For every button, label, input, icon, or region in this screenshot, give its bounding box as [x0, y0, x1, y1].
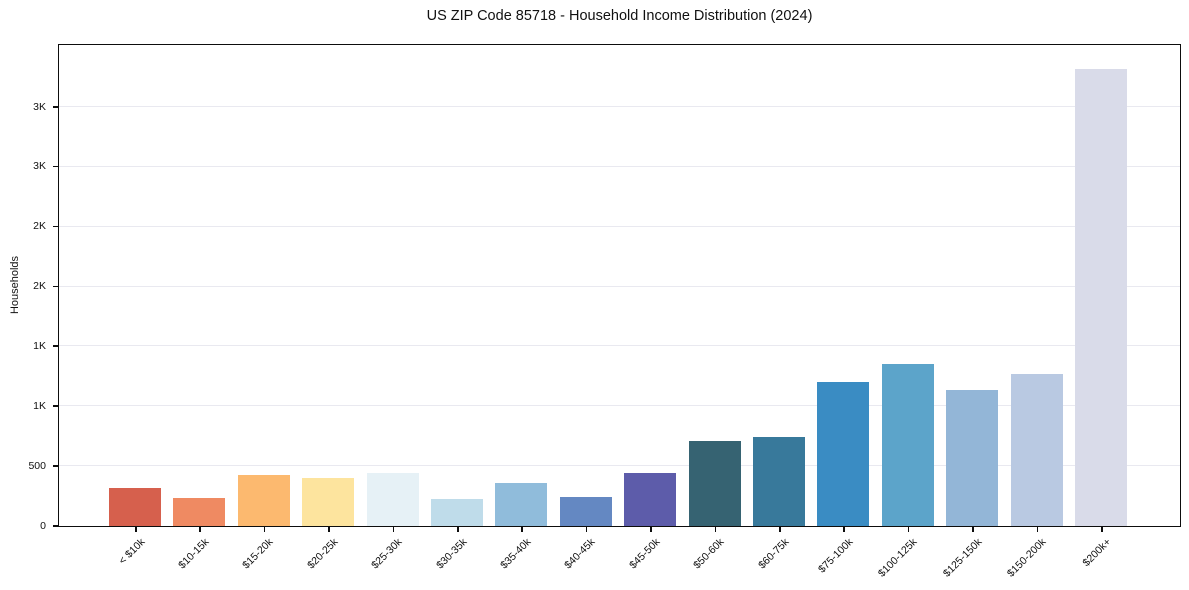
x-tick-mark	[328, 527, 330, 532]
bar	[431, 499, 483, 526]
y-tick-label: 1K	[33, 339, 46, 352]
bar	[1075, 69, 1127, 526]
bar	[559, 497, 612, 526]
x-tick-mark	[650, 527, 652, 532]
x-tick-mark	[779, 527, 781, 532]
x-tick-label: $150-200k	[1005, 536, 1049, 580]
x-tick-mark	[1101, 527, 1103, 532]
x-tick-label: $200k+	[1079, 536, 1113, 570]
bar	[173, 497, 226, 526]
y-tick-mark	[53, 165, 58, 168]
y-tick-label: 3K	[33, 100, 46, 113]
bar	[495, 482, 548, 526]
x-tick-label: $25-30k	[369, 536, 405, 572]
y-tick-label: 2K	[33, 220, 46, 233]
bar	[1010, 373, 1063, 526]
x-tick-mark	[199, 527, 201, 532]
x-tick-mark	[714, 527, 717, 532]
plot-area	[58, 44, 1181, 527]
x-tick-mark	[585, 527, 588, 532]
y-tick-mark	[53, 525, 58, 527]
y-tick-label: 0	[40, 519, 46, 532]
x-tick-mark	[457, 527, 459, 532]
x-tick-mark	[907, 527, 910, 532]
x-tick-mark	[843, 527, 845, 532]
x-tick-label: $100-125k	[876, 536, 920, 580]
x-tick-label: < $10k	[115, 536, 147, 567]
y-tick-mark	[53, 405, 58, 407]
x-tick-label: $30-35k	[433, 536, 469, 572]
bar	[817, 382, 870, 526]
y-tick-label: 3K	[33, 160, 46, 173]
y-tick-mark	[53, 285, 58, 288]
x-tick-mark	[392, 527, 395, 532]
bar	[753, 436, 805, 526]
y-tick-mark	[53, 345, 58, 347]
y-tick-mark	[53, 465, 58, 467]
x-tick-mark	[135, 527, 137, 532]
y-tick-mark	[53, 106, 58, 108]
y-tick-label: 2K	[33, 280, 46, 293]
gridline	[59, 106, 1180, 108]
bar	[881, 363, 934, 526]
gridline	[59, 225, 1180, 227]
x-tick-label: $60-75k	[755, 536, 791, 572]
x-tick-mark	[263, 527, 266, 532]
x-tick-label: $15-20k	[240, 536, 276, 572]
bar	[366, 473, 419, 526]
gridline	[59, 345, 1180, 347]
x-tick-label: $35-40k	[498, 536, 534, 572]
x-tick-label: $50-60k	[691, 536, 727, 572]
chart-title: US ZIP Code 85718 - Household Income Dis…	[426, 8, 813, 24]
x-tick-mark	[1036, 527, 1039, 532]
y-tick-label: 1K	[33, 399, 46, 412]
x-tick-label: $20-25k	[304, 536, 341, 572]
x-tick-label: $40-45k	[562, 536, 598, 572]
bar	[688, 441, 741, 526]
x-tick-label: $45-50k	[626, 536, 663, 572]
bar	[946, 389, 999, 526]
gridline	[59, 405, 1180, 407]
y-tick-mark	[53, 225, 58, 228]
gridline	[59, 465, 1180, 467]
y-tick-label: 500	[28, 459, 46, 472]
x-tick-label: $10-15k	[176, 536, 212, 572]
x-tick-mark	[972, 527, 974, 532]
bar	[109, 487, 161, 526]
x-tick-label: $75-100k	[815, 536, 856, 576]
gridline	[59, 165, 1180, 167]
bar	[624, 473, 677, 526]
x-tick-mark	[521, 527, 523, 532]
bar	[302, 477, 355, 526]
x-tick-label: $125-150k	[940, 536, 985, 580]
gridline	[59, 285, 1180, 287]
bar	[237, 474, 290, 526]
